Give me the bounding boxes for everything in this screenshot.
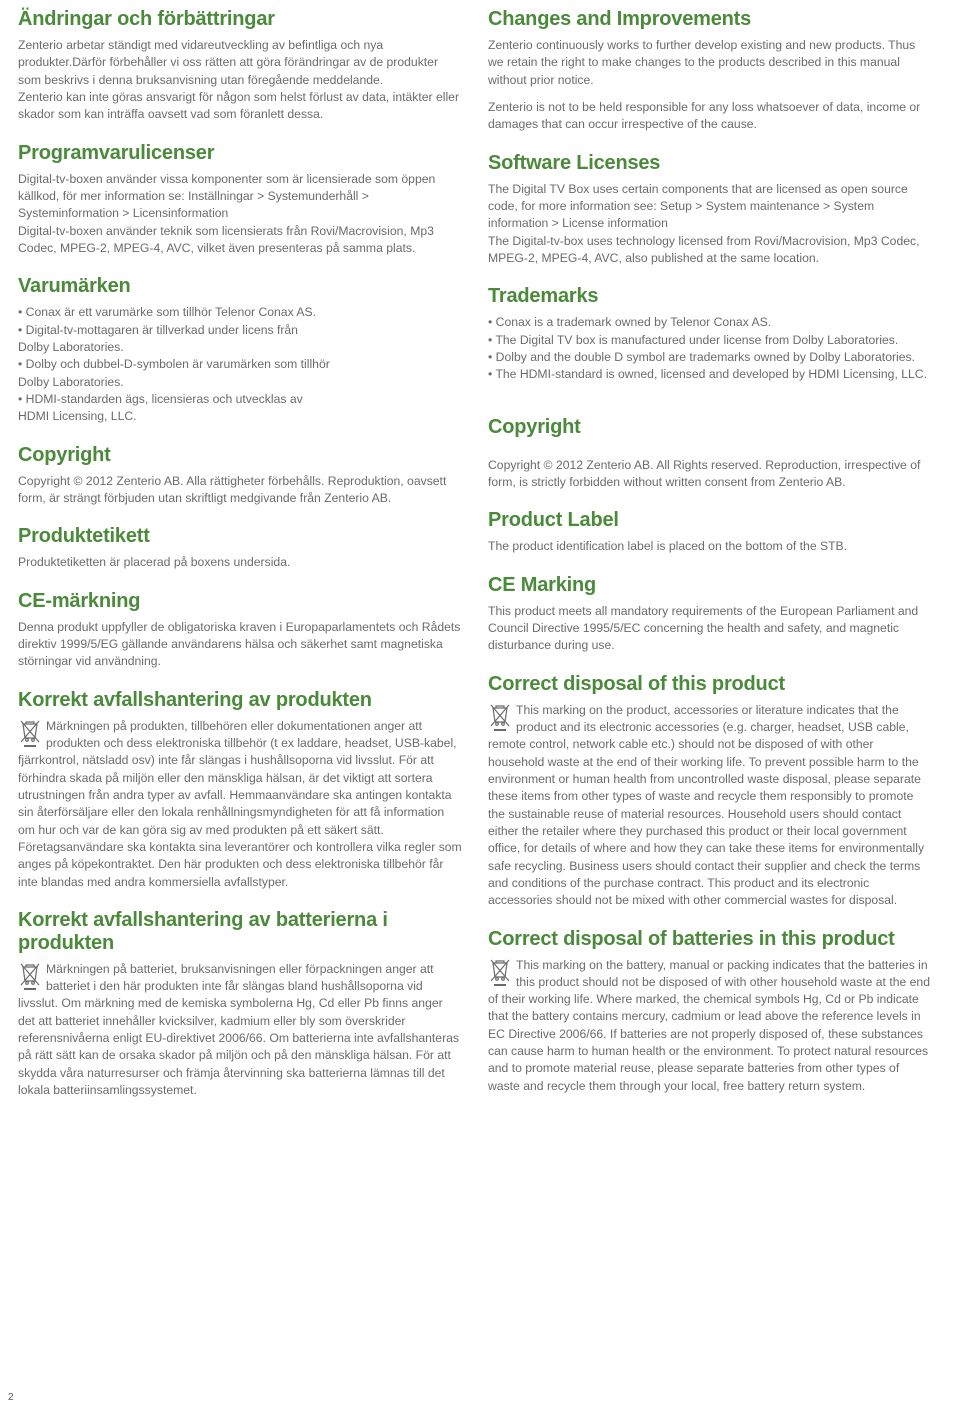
section-changes-sv: Ändringar och förbättringar Zenterio arb…	[18, 8, 462, 124]
section-disposal-batteries-sv: Korrekt avfallshantering av batterierna …	[18, 909, 462, 1100]
body-text: HDMI Licensing, LLC.	[18, 408, 462, 425]
section-trademarks-sv: Varumärken Conax är ett varumärke som ti…	[18, 275, 462, 425]
body-text: Digital-tv-boxen använder teknik som lic…	[18, 223, 462, 258]
heading: Ändringar och förbättringar	[18, 8, 462, 31]
body-text-with-icon: Märkningen på batteriet, bruksanvisninge…	[18, 961, 462, 1100]
body-text: This marking on the battery, manual or p…	[488, 958, 930, 1093]
body-text: Denna produkt uppfyller de obligatoriska…	[18, 619, 462, 671]
body-text: Zenterio kan inte göras ansvarigt för nå…	[18, 89, 462, 124]
heading: Correct disposal of this product	[488, 673, 932, 696]
heading: Korrekt avfallshantering av batterierna …	[18, 909, 462, 955]
section-ce-sv: CE-märkning Denna produkt uppfyller de o…	[18, 590, 462, 671]
bullet-list: Conax is a trademark owned by Telenor Co…	[488, 314, 932, 383]
heading: CE-märkning	[18, 590, 462, 613]
heading: Trademarks	[488, 285, 932, 308]
section-trademarks-en: Trademarks Conax is a trademark owned by…	[488, 285, 932, 383]
list-item: Digital-tv-mottagaren är tillverkad unde…	[18, 322, 462, 339]
body-text: This marking on the product, accessories…	[488, 703, 924, 908]
section-disposal-product-en: Correct disposal of this product This ma…	[488, 673, 932, 910]
weee-bin-icon	[488, 957, 512, 987]
left-column: Ändringar och förbättringar Zenterio arb…	[18, 8, 462, 1117]
page-container: Ändringar och förbättringar Zenterio arb…	[18, 8, 932, 1117]
body-text: The Digital TV Box uses certain componen…	[488, 181, 932, 233]
heading: Changes and Improvements	[488, 8, 932, 31]
weee-bin-icon	[488, 702, 512, 732]
body-text: Produktetiketten är placerad på boxens u…	[18, 554, 462, 571]
heading: Produktetikett	[18, 525, 462, 548]
body-text: Märkningen på batteriet, bruksanvisninge…	[18, 962, 459, 1097]
bullet-list: Conax är ett varumärke som tillhör Telen…	[18, 304, 462, 339]
heading: Korrekt avfallshantering av produkten	[18, 689, 462, 712]
body-text: Märkningen på produkten, tillbehören ell…	[18, 719, 462, 889]
body-text: Dolby Laboratories.	[18, 339, 462, 356]
section-changes-en: Changes and Improvements Zenterio contin…	[488, 8, 932, 134]
heading: Copyright	[488, 416, 932, 439]
section-product-label-sv: Produktetikett Produktetiketten är place…	[18, 525, 462, 571]
section-disposal-product-sv: Korrekt avfallshantering av produkten Mä…	[18, 689, 462, 891]
list-item: Conax is a trademark owned by Telenor Co…	[488, 314, 932, 331]
heading: Product Label	[488, 509, 932, 532]
list-item: Dolby and the double D symbol are tradem…	[488, 349, 932, 366]
body-text: Zenterio continuously works to further d…	[488, 37, 932, 89]
section-disposal-batteries-en: Correct disposal of batteries in this pr…	[488, 928, 932, 1096]
list-item: HDMI-standarden ägs, licensieras och utv…	[18, 391, 462, 408]
section-ce-en: CE Marking This product meets all mandat…	[488, 574, 932, 655]
list-item: Dolby och dubbel-D-symbolen är varumärke…	[18, 356, 462, 373]
body-text-with-icon: This marking on the battery, manual or p…	[488, 957, 932, 1096]
weee-bin-icon	[18, 961, 42, 991]
heading: Software Licenses	[488, 152, 932, 175]
body-text: Dolby Laboratories.	[18, 374, 462, 391]
heading: Copyright	[18, 444, 462, 467]
body-text: Zenterio is not to be held responsible f…	[488, 99, 932, 134]
heading: Programvarulicenser	[18, 142, 462, 165]
body-text-with-icon: Märkningen på produkten, tillbehören ell…	[18, 718, 462, 891]
right-column: Changes and Improvements Zenterio contin…	[488, 8, 932, 1117]
body-text: Copyright © 2012 Zenterio AB. All Rights…	[488, 457, 932, 492]
body-text: Copyright © 2012 Zenterio AB. Alla rätti…	[18, 473, 462, 508]
page-number: 2	[8, 1392, 14, 1403]
bullet-list: Dolby och dubbel-D-symbolen är varumärke…	[18, 356, 462, 373]
list-item: The HDMI-standard is owned, licensed and…	[488, 366, 932, 383]
section-copyright-sv: Copyright Copyright © 2012 Zenterio AB. …	[18, 444, 462, 508]
bullet-list: HDMI-standarden ägs, licensieras och utv…	[18, 391, 462, 408]
heading: CE Marking	[488, 574, 932, 597]
section-product-label-en: Product Label The product identification…	[488, 509, 932, 555]
body-text: The product identification label is plac…	[488, 538, 932, 555]
section-licenses-en: Software Licenses The Digital TV Box use…	[488, 152, 932, 268]
body-text: This product meets all mandatory require…	[488, 603, 932, 655]
list-item: The Digital TV box is manufactured under…	[488, 332, 932, 349]
heading: Correct disposal of batteries in this pr…	[488, 928, 932, 951]
section-copyright-en: Copyright Copyright © 2012 Zenterio AB. …	[488, 416, 932, 492]
weee-bin-icon	[18, 718, 42, 748]
body-text: The Digital-tv-box uses technology licen…	[488, 233, 932, 268]
heading: Varumärken	[18, 275, 462, 298]
body-text: Digital-tv-boxen använder vissa komponen…	[18, 171, 462, 223]
section-licenses-sv: Programvarulicenser Digital-tv-boxen anv…	[18, 142, 462, 258]
body-text: Zenterio arbetar ständigt med vidareutve…	[18, 37, 462, 89]
body-text-with-icon: This marking on the product, accessories…	[488, 702, 932, 910]
list-item: Conax är ett varumärke som tillhör Telen…	[18, 304, 462, 321]
